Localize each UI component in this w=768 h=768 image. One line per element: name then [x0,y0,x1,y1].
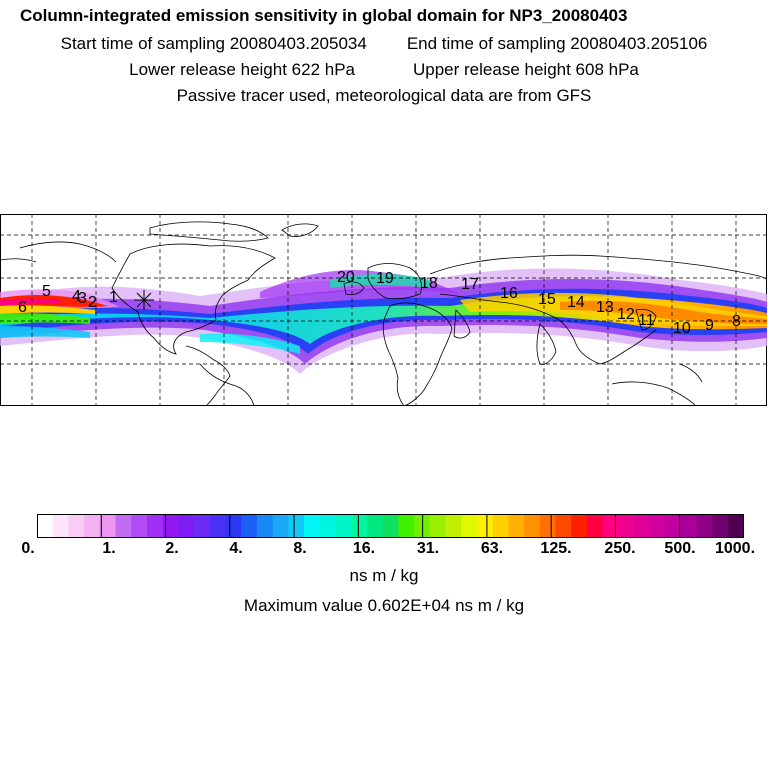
colorbar-swatch [398,514,415,538]
colorbar-swatch [225,514,242,538]
colorbar-swatch [681,514,698,538]
colorbar-swatch [539,514,557,538]
colorbar-swatch [461,514,478,538]
colorbar-swatch [665,514,682,538]
colorbar-swatch [602,514,619,538]
colorbar-tick-label: 8. [293,540,307,557]
graticule [0,214,767,406]
colorbar-tick-label: 31. [416,540,440,557]
plot-title: Column-integrated emission sensitivity i… [20,6,628,25]
colorbar-tick-label: 4. [229,540,243,557]
tracer-note: Passive tracer used, meteorological data… [176,86,592,105]
colorbar-tick-label: 1000. [714,540,756,557]
day-marker: 9 [705,317,714,334]
colorbar-swatch [445,514,462,538]
map-svg: 1 2 3 4 5 6 8 9 10 11 12 13 14 15 16 17 … [0,214,768,407]
colorbar-swatch [634,514,651,538]
coastline-layer [0,221,768,407]
colorbar-swatch [162,514,179,538]
colorbar-swatch [492,514,509,538]
day-marker: 4 [72,288,81,305]
colorbar-swatch [555,514,572,538]
release-point-marker [134,290,154,310]
colorbar-swatch [256,514,274,538]
day-marker: 3 [78,290,87,307]
colorbar-frame [37,514,744,538]
colorbar-swatch [52,514,70,538]
colorbar-tick-labels: 0. 1. 2. 4. 8. 16. 31. 63. 125. 250. 500… [0,540,768,562]
colorbar-swatch [382,514,399,538]
colorbar-swatch [351,514,368,538]
colorbar-tick-label: 0. [21,540,35,557]
colorbar-tick-label: 2. [165,540,179,557]
sampling-time-line: Start time of sampling 20080403.205034 En… [0,34,768,54]
day-marker: 11 [638,312,655,329]
maximum-value: Maximum value 0.602E+04 ns m / kg [243,596,525,615]
colorbar-swatch [68,514,85,538]
colorbar-swatch [366,514,384,538]
day-marker: 17 [461,276,479,293]
colorbar-tick-label: 16. [352,540,376,557]
colorbar-units: ns m / kg [349,566,419,585]
day-marker: 6 [18,299,27,316]
colorbar-tick-label: 1. [102,540,116,557]
colorbar-swatch [712,514,729,538]
day-marker: 2 [88,294,97,311]
colorbar-swatch [146,514,164,538]
release-height-line: Lower release height 622 hPa Upper releas… [0,60,768,80]
colorbar-swatch [209,514,227,538]
colorbar-swatch [131,514,148,538]
colorbar-swatch [476,514,494,538]
colorbar-swatch [696,514,714,538]
colorbar-swatch [524,514,541,538]
colorbar-swatch [115,514,132,538]
colorbar-swatch [319,514,337,538]
colorbar-swatch [429,514,447,538]
colorbar-swatch [194,514,211,538]
day-marker: 5 [42,283,51,300]
colorbar-tick-label: 500. [664,540,696,557]
day-marker: 13 [596,299,614,316]
colorbar-swatch [99,514,117,538]
day-marker: 8 [732,313,741,330]
day-marker: 14 [567,294,585,311]
day-marker: 12 [617,306,635,323]
colorbar-swatch [586,514,604,538]
day-marker: 16 [500,285,518,302]
lower-release-height: Lower release height 622 hPa [129,60,355,79]
sensitivity-map: 1 2 3 4 5 6 8 9 10 11 12 13 14 15 16 17 … [0,214,768,407]
colorbar-swatch [571,514,588,538]
colorbar-swatch [508,514,525,538]
colorbar-tick-label: 250. [604,540,636,557]
colorbar-swatch [37,514,54,538]
colorbar-swatch [649,514,667,538]
colorbar-swatch [272,514,289,538]
colorbar-swatch [335,514,352,538]
day-marker: 20 [337,269,355,286]
colorbar-swatch [618,514,635,538]
colorbar-swatch [304,514,321,538]
colorbar-swatch [288,514,305,538]
upper-release-height: Upper release height 608 hPa [413,60,639,79]
day-marker: 15 [538,291,556,308]
start-time: Start time of sampling 20080403.205034 [60,34,367,53]
colorbar-swatch [241,514,258,538]
colorbar-swatch [178,514,195,538]
colorbar-tick-label: 125. [540,540,572,557]
colorbar-tick-label: 63. [480,540,504,557]
colorbar [37,514,744,538]
day-marker: 18 [420,275,438,292]
colorbar-swatch [728,514,744,538]
day-marker: 1 [109,289,118,306]
end-time: End time of sampling 20080403.205106 [406,34,708,53]
colorbar-swatch [84,514,101,538]
day-marker: 19 [376,270,394,287]
day-marker: 10 [673,320,691,337]
